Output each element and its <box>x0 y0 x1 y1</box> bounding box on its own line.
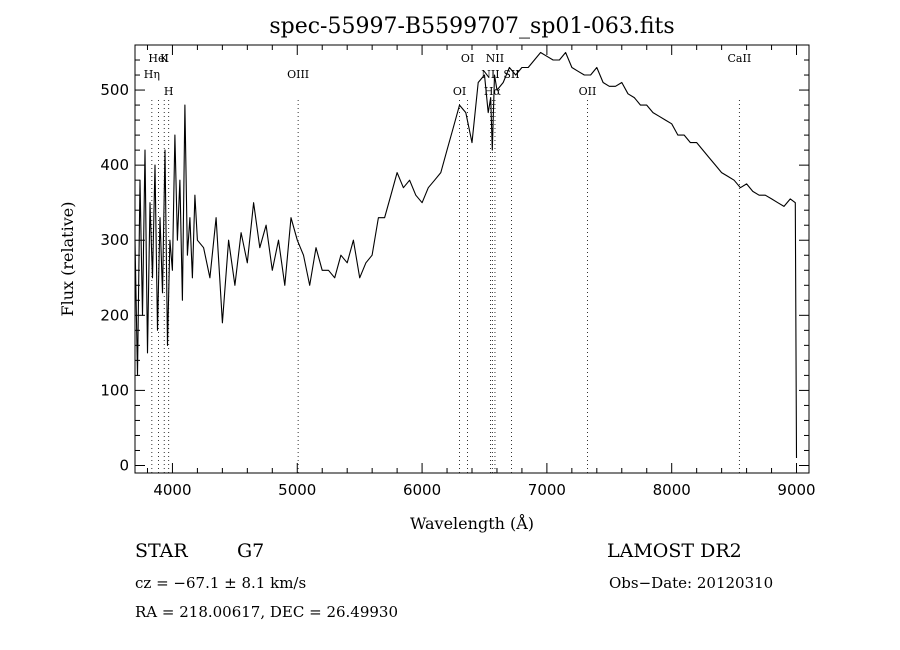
x-tick-label: 8000 <box>653 481 691 499</box>
line-marker-label: OI <box>461 52 474 65</box>
redshift-velocity: cz = −67.1 ± 8.1 km/s <box>135 574 307 592</box>
y-tick-label: 0 <box>119 456 129 474</box>
x-tick-label: 6000 <box>403 481 441 499</box>
line-marker-label: OIII <box>287 68 309 81</box>
x-tick-label: 9000 <box>777 481 815 499</box>
y-axis-label: Flux (relative) <box>58 202 77 317</box>
y-tick-label: 500 <box>100 81 129 99</box>
x-tick-label: 5000 <box>278 481 316 499</box>
line-marker-label: NII <box>481 68 499 81</box>
spectrum-line <box>134 51 798 459</box>
x-tick-label: 7000 <box>528 481 566 499</box>
y-tick-label: 400 <box>100 156 129 174</box>
y-tick-label: 100 <box>100 381 129 399</box>
object-type: STAR <box>135 540 188 562</box>
survey-name: LAMOST DR2 <box>607 540 742 562</box>
line-marker-label: NII <box>486 52 504 65</box>
chart-title: spec-55997-B5599707_sp01-063.fits <box>269 14 674 39</box>
line-marker-label: H <box>164 85 174 98</box>
axis-ticks: 4000 5000 6000 7000 8000 9000 0 100 200 300 400 500 <box>100 45 816 499</box>
line-marker-label: HeI <box>148 52 168 65</box>
sky-coordinates: RA = 218.00617, DEC = 26.49930 <box>135 603 399 621</box>
line-marker-label: OI <box>453 85 466 98</box>
line-marker-label: K <box>160 52 169 65</box>
line-marker-label: OII <box>579 85 597 98</box>
plot-frame <box>134 44 810 474</box>
line-marker-label: CaII <box>728 52 752 65</box>
y-tick-label: 200 <box>100 306 129 324</box>
y-tick-label: 300 <box>100 231 129 249</box>
observation-date: Obs−Date: 20120310 <box>609 574 774 592</box>
spectrum-plot: spec-55997-B5599707_sp01-063.fits HeI Hη H… <box>58 14 816 533</box>
object-subclass: G7 <box>237 540 265 562</box>
x-axis-label: Wavelength (Å) <box>410 513 534 533</box>
line-marker-label: Hη <box>144 68 160 81</box>
x-tick-label: 4000 <box>153 481 191 499</box>
